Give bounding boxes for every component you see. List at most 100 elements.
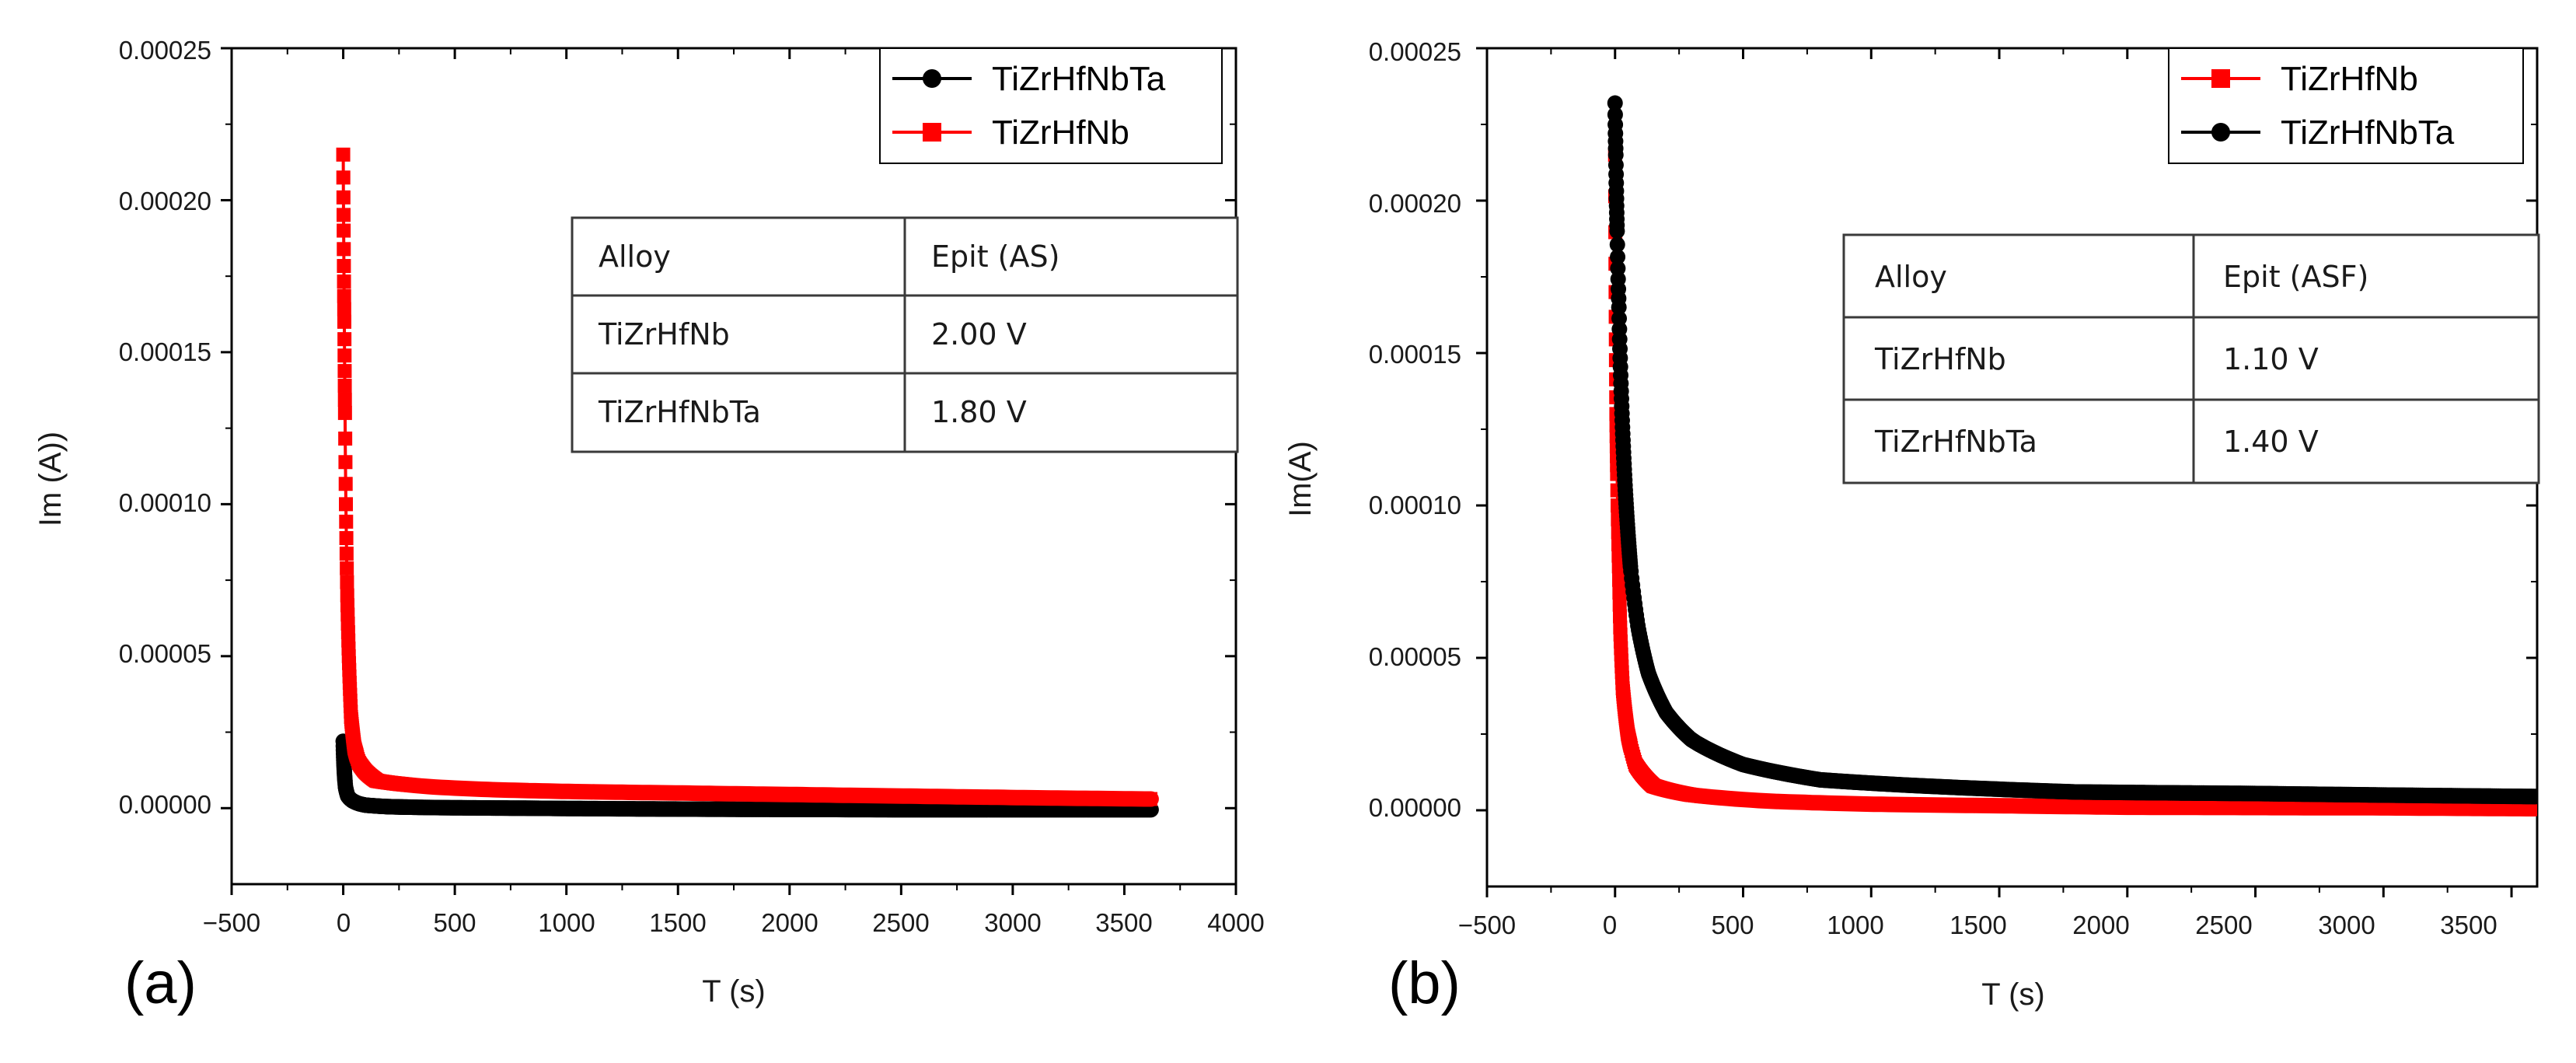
data-point <box>337 314 351 329</box>
legend-a: TiZrHfNbTa TiZrHfNb <box>879 47 1223 164</box>
data-point <box>337 274 351 289</box>
x-tick-label: 0 <box>1603 911 1617 939</box>
x-tick-label: 2500 <box>2195 911 2252 939</box>
y-tick-label: 0.00005 <box>1369 642 1461 671</box>
legend-label: TiZrHfNbTa <box>992 60 1166 98</box>
table-header-epit: Epit (ASF) <box>2223 260 2368 294</box>
x-tick-label: 1000 <box>1827 911 1883 939</box>
data-point <box>1609 236 1625 253</box>
data-point <box>1610 249 1626 265</box>
data-point <box>337 406 352 421</box>
data-point <box>337 348 352 363</box>
y-tick-label: 0.00010 <box>119 488 211 517</box>
data-point <box>338 477 353 491</box>
legend-marker <box>923 123 941 142</box>
data-point <box>1613 609 1628 624</box>
series-noise-band <box>380 775 1159 807</box>
data-point <box>339 546 354 561</box>
data-point <box>339 497 354 512</box>
x-tick-label: 2000 <box>2072 911 2129 939</box>
legend-label: TiZrHfNb <box>992 114 1129 152</box>
table-header-epit: Epit (AS) <box>931 240 1059 274</box>
x-tick-label: 3500 <box>2440 911 2497 939</box>
data-point <box>336 170 351 185</box>
x-axis-title-b: T (s) <box>1981 977 2044 1012</box>
x-tick-label: 1500 <box>1949 911 2006 939</box>
epit-table-b: Alloy Epit (ASF) TiZrHfNb 1.10 V TiZrHfN… <box>1842 233 2540 484</box>
data-point <box>1607 95 1623 111</box>
epit-table-a: Alloy Epit (AS) TiZrHfNb 2.00 V TiZrHfNb… <box>571 216 1239 453</box>
data-point <box>337 259 351 274</box>
table-cell: TiZrHfNbTa <box>598 395 761 429</box>
y-tick-label: 0.00005 <box>119 639 211 668</box>
panel-label-b: (b) <box>1388 950 1461 1016</box>
legend-marker <box>2211 123 2230 142</box>
data-point <box>339 530 354 545</box>
x-tick-label: 4000 <box>1207 908 1264 937</box>
table-frame <box>1842 233 2540 484</box>
data-point <box>336 208 351 222</box>
x-tick-label: 2000 <box>761 908 818 937</box>
x-tick-label: 0 <box>337 908 351 937</box>
data-point <box>339 514 354 529</box>
y-tick-labels-b: 0.00000 0.00005 0.00010 0.00015 0.00020 … <box>1369 37 1461 822</box>
legend-marker <box>923 69 941 88</box>
x-tick-labels-a: −500 0 500 1000 1500 2000 2500 3000 3500… <box>203 908 1265 937</box>
x-tick-label: 1500 <box>649 908 706 937</box>
x-tick-label: 3000 <box>2318 911 2375 939</box>
series-noise-band <box>380 799 1159 818</box>
y-tick-label: 0.00000 <box>119 790 211 819</box>
table-header-alloy: Alloy <box>1875 260 1947 294</box>
series-noise-band <box>1658 782 2537 816</box>
y-tick-labels-a: 0.00000 0.00005 0.00010 0.00015 0.00020 … <box>119 36 211 819</box>
x-tick-labels-b: −500 0 500 1000 1500 2000 2500 3000 3500 <box>1458 911 2497 939</box>
data-point <box>1611 559 1626 574</box>
x-tick-label: 3500 <box>1095 908 1152 937</box>
table-cell: 1.40 V <box>2223 425 2319 459</box>
data-point <box>340 575 354 589</box>
data-point <box>336 147 351 162</box>
data-point <box>337 378 352 393</box>
data-point <box>337 364 352 379</box>
x-tick-label: 3000 <box>984 908 1041 937</box>
y-tick-label: 0.00010 <box>1369 491 1461 519</box>
y-tick-label: 0.00015 <box>119 337 211 366</box>
y-tick-label: 0.00020 <box>1369 189 1461 218</box>
table-cell: 1.10 V <box>2223 342 2319 376</box>
legend-box <box>879 47 1223 164</box>
plot-series-group <box>1607 95 2537 816</box>
y-axis-title-b: Im(A) <box>1283 441 1318 517</box>
x-tick-label: 500 <box>1711 911 1754 939</box>
table-header-alloy: Alloy <box>599 240 671 274</box>
x-tick-label: 1000 <box>538 908 595 937</box>
x-axis-title-a: T (s) <box>702 974 765 1009</box>
data-point <box>1611 299 1627 316</box>
data-point <box>1612 586 1627 600</box>
data-point <box>337 332 352 347</box>
x-tick-label: 500 <box>433 908 476 937</box>
legend-label: TiZrHfNbTa <box>2281 114 2455 152</box>
x-tick-label: −500 <box>1458 911 1516 939</box>
panel-label-a: (a) <box>124 950 197 1016</box>
chart-panel-a: 0.00000 0.00005 0.00010 0.00015 0.00020 … <box>33 36 1265 1016</box>
y-tick-label: 0.00025 <box>119 36 211 65</box>
legend-box <box>2168 47 2524 164</box>
table-cell: 1.80 V <box>931 395 1027 429</box>
data-point <box>337 302 351 316</box>
data-point <box>1612 572 1627 587</box>
table-cell: TiZrHfNb <box>598 317 730 351</box>
y-tick-label: 0.00015 <box>1369 340 1461 369</box>
data-point <box>337 392 352 407</box>
series-tizrhfnbta <box>335 733 1159 818</box>
data-point <box>1612 597 1627 612</box>
data-point <box>340 561 354 575</box>
legend-marker <box>2211 69 2230 88</box>
x-tick-label: 2500 <box>872 908 929 937</box>
data-point <box>337 288 351 303</box>
data-point <box>1609 223 1625 240</box>
data-point <box>338 455 353 470</box>
series-noise-band <box>1658 705 2537 805</box>
series-tizrhfnb <box>336 147 1159 807</box>
legend-b: TiZrHfNb TiZrHfNbTa <box>2168 47 2524 164</box>
